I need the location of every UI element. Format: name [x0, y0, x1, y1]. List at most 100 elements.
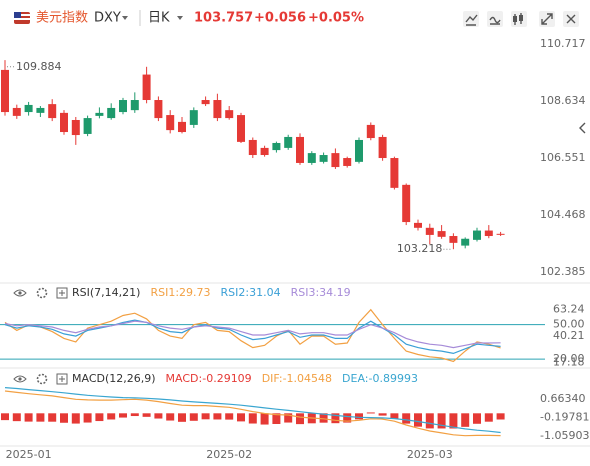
visibility-icon[interactable]	[13, 289, 27, 297]
histogram-bar	[71, 413, 80, 424]
x-tick-label: 2025-02	[206, 448, 252, 461]
add-icon	[59, 376, 65, 382]
histogram-bar	[343, 413, 352, 423]
y-tick-label: 104.468	[540, 208, 586, 221]
histogram-bar	[83, 413, 92, 423]
candle-body	[83, 118, 92, 134]
candle-body	[189, 110, 198, 125]
histogram-bar	[366, 412, 375, 414]
settings-icon[interactable]	[36, 373, 48, 385]
y-tick-label: -0.19781	[540, 411, 589, 424]
candle-body	[343, 158, 352, 166]
candle-body	[484, 230, 493, 237]
histogram-bar	[24, 413, 33, 422]
histogram-bar	[390, 413, 399, 419]
visibility-icon[interactable]	[13, 375, 27, 383]
candle-body	[402, 184, 411, 223]
candle-body	[36, 107, 45, 113]
candle-body	[107, 107, 116, 119]
candle-body	[1, 69, 9, 113]
histogram-bar	[260, 413, 269, 425]
y-tick-label: 63.24	[553, 302, 585, 315]
histogram-bar	[449, 413, 458, 429]
histogram-bar	[461, 413, 470, 427]
y-tick-label: 50.00	[553, 318, 585, 331]
dropdown-arrow[interactable]	[122, 16, 128, 20]
collapse-arrow[interactable]	[579, 122, 586, 134]
candle-body	[378, 136, 387, 159]
indicator-line	[4, 319, 501, 355]
visibility-icon	[18, 291, 22, 295]
candle-body	[355, 139, 363, 162]
candle-type-icon	[513, 16, 517, 22]
close-icon	[566, 14, 576, 24]
y-tick-label: 108.634	[540, 94, 586, 107]
candle-body	[119, 100, 127, 113]
candle-body	[71, 119, 80, 136]
histogram-bar	[130, 413, 139, 417]
settings-icon[interactable]	[36, 287, 48, 299]
histogram-bar	[201, 413, 210, 420]
candle-body	[225, 110, 234, 119]
symbol-name: 美元指数	[36, 11, 88, 26]
histogram-bar	[154, 413, 163, 419]
histogram-bar	[484, 413, 493, 422]
histogram-bar	[496, 413, 505, 420]
histogram-bar	[213, 413, 222, 420]
candle-body	[437, 231, 446, 237]
candle-body	[95, 112, 104, 116]
x-tick-label: 2025-01	[6, 448, 52, 461]
candle-body	[319, 155, 328, 162]
candle-body	[12, 107, 21, 116]
histogram-bar	[48, 413, 57, 422]
indicator-line	[4, 308, 501, 363]
y-tick-label: 0.66340	[540, 392, 586, 405]
candle-body	[414, 222, 422, 228]
y-tick-label: 106.551	[540, 151, 586, 164]
y-tick-label: 17.18	[553, 355, 585, 368]
candle-body	[154, 100, 163, 119]
histogram-bar	[166, 413, 175, 421]
y-tick-label: 40.21	[553, 329, 585, 342]
histogram-bar	[284, 413, 293, 423]
histogram-bar	[189, 413, 198, 421]
indicator-button[interactable]	[463, 11, 479, 27]
histogram-bar	[1, 413, 9, 421]
price: 103.757	[194, 11, 253, 26]
candle-body	[60, 112, 68, 133]
period[interactable]: 日K	[148, 11, 170, 26]
candle-body	[237, 115, 245, 142]
candle-body	[142, 74, 151, 101]
legend-entry: RSI2:31.04	[221, 286, 281, 299]
candle-body	[178, 121, 186, 133]
dropdown-arrow[interactable]	[177, 16, 183, 20]
histogram-bar	[331, 413, 340, 424]
flag-icon	[14, 12, 30, 24]
candle-body	[284, 136, 293, 148]
legend-entry: RSI3:34.19	[291, 286, 351, 299]
indicator-line	[4, 320, 501, 349]
candle-body	[48, 104, 57, 119]
candle-body	[272, 142, 281, 151]
histogram-bar	[12, 413, 21, 422]
histogram-bar	[378, 413, 387, 416]
indicator-line	[4, 387, 501, 434]
change: +0.056	[254, 11, 306, 26]
visibility-icon	[18, 377, 22, 381]
histogram-bar	[60, 413, 68, 423]
symbol[interactable]: DXY	[94, 11, 121, 26]
legend-entry: MACD:-0.29109	[166, 372, 252, 385]
candle-body	[260, 147, 269, 156]
candle-body	[473, 230, 481, 240]
add-icon[interactable]	[56, 287, 68, 299]
add-icon[interactable]	[56, 373, 68, 385]
histogram-bar	[225, 413, 234, 420]
histogram-bar	[119, 413, 127, 418]
y-tick-label: -1.05903	[540, 429, 589, 442]
panel-title: RSI(7,14,21)	[72, 286, 140, 299]
histogram-bar	[473, 413, 481, 424]
legend-entry: DEA:-0.89993	[342, 372, 418, 385]
candle-body	[201, 100, 210, 105]
